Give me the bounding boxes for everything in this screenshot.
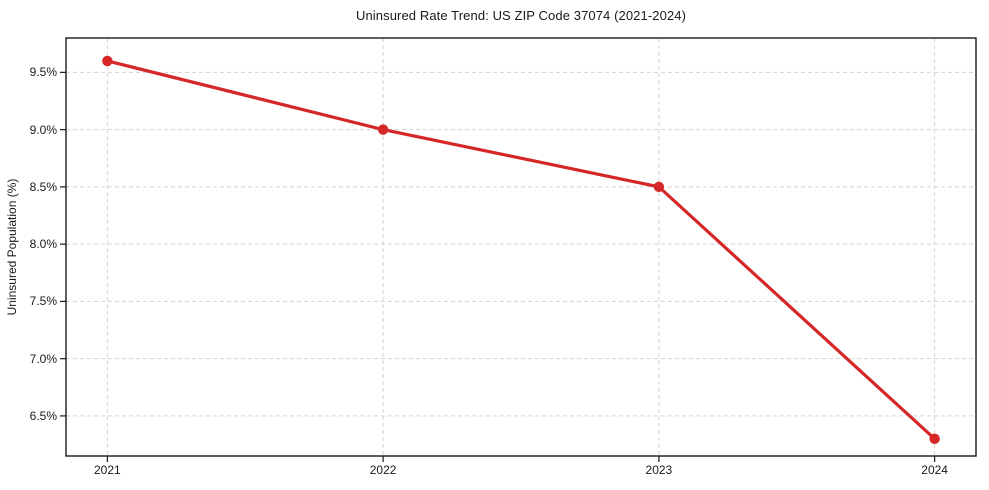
y-tick-label: 7.5%	[29, 294, 57, 309]
data-point-2021	[102, 55, 113, 67]
x-tick-label: 2022	[369, 463, 397, 477]
trend-line	[105, 59, 937, 441]
x-tick-label: 2023	[645, 463, 673, 477]
y-tick-label: 7.0%	[29, 351, 57, 366]
y-tick-label: 9.0%	[29, 122, 57, 137]
x-tick-label: 2024	[921, 463, 948, 477]
chart-title: Uninsured Rate Trend: US ZIP Code 37074 …	[355, 8, 687, 23]
data-point-2023	[653, 181, 665, 193]
y-tick-label: 8.5%	[29, 179, 57, 194]
y-tick-label: 6.5%	[29, 408, 57, 423]
data-point-2024	[929, 433, 940, 445]
plot-border	[65, 37, 977, 457]
y-tick-label: 8.0%	[29, 237, 57, 252]
x-tick-label: 2021	[94, 463, 121, 477]
y-tick-label: 9.5%	[29, 65, 57, 80]
data-point-2022	[377, 124, 389, 135]
